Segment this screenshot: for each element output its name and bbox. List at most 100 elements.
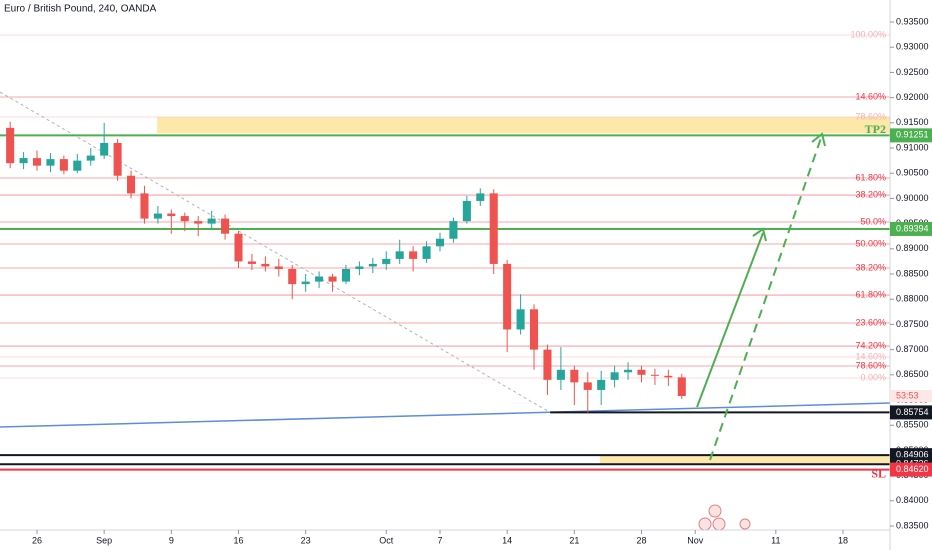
plot: 100.00% 14.60% 78.60% 61.80% 38.20% 50.0% 50.0… [0,29,891,480]
candle-body [234,233,243,262]
price-badge [890,221,932,236]
x-tick-label: 28 [636,535,646,545]
zone [599,455,890,465]
candle-body [449,221,458,239]
event-icons [698,504,751,531]
fib-label: 14.60% [855,91,886,101]
candle-body [556,369,565,380]
candle-body [32,158,42,166]
candle-body [543,349,552,380]
countdown-badge [890,389,932,402]
candle-body [489,193,498,264]
candle-body [19,158,28,164]
fib-label: 61.80% [855,172,886,182]
x-tick-label: 7 [437,535,442,545]
price-badge-label: 0.84620 [896,464,929,474]
fib-label: 78.60% [855,360,886,370]
y-tick-label: 0.88000 [896,294,929,304]
y-tick-label: 0.91500 [896,117,929,127]
x-tick-label: 16 [233,535,243,545]
line-tag: TP2 [865,122,886,136]
x-tick-label: Nov [687,535,704,545]
candle-body [274,266,283,269]
x-tick-label: 26 [32,535,42,545]
candle-body [677,377,686,396]
fib-label: 23.60% [855,317,886,327]
candle-body [409,251,418,259]
y-tick-label: 0.92000 [896,92,929,102]
fib-label: 50.0% [860,216,886,226]
chart-title: Euro / British Pound, 240, OANDA [4,4,157,15]
event-icon [708,504,722,518]
fib-label: 100.00% [850,29,886,39]
candle-body [624,369,633,373]
candle-body [301,281,310,285]
x-tick-label: 18 [838,535,848,545]
fib-label: 0.00% [860,372,886,382]
candle-body [341,268,350,282]
y-tick-label: 0.83500 [896,520,929,530]
candle-body [46,159,55,166]
candle-body [6,127,15,164]
candle-body [382,258,391,264]
y-tick-label: 0.90500 [896,168,929,178]
price-badge-label: 0.84906 [896,450,929,460]
event-icon [739,518,751,530]
candle-body [664,375,673,378]
price-badge-label: 0.91251 [896,130,929,140]
candle-body [315,276,324,282]
x-tick-label: Sep [96,535,112,545]
candle-body [247,261,256,264]
candle-body [221,218,230,234]
candle-body [516,309,525,330]
zone [157,117,890,134]
arrow-solid [696,232,764,408]
candle-body [570,369,579,383]
y-tick-label: 0.90000 [896,193,929,203]
candle-body [650,374,659,376]
y-tick-label: 0.84000 [896,495,929,505]
candle-body [637,369,646,375]
candle-body [476,193,485,201]
candle-body [127,175,136,194]
x-tick-label: 21 [569,535,579,545]
arrow-head [752,227,767,242]
candle-body [207,218,216,224]
y-tick-label: 0.89000 [896,243,929,253]
candle-body [288,268,297,285]
candle-body [610,372,619,380]
candle-body [503,263,512,330]
candle-body [59,159,68,171]
arrow-dashed [709,137,822,461]
x-tick-label: 11 [771,535,780,545]
candle-body [86,155,95,161]
candle-body [100,142,109,156]
x-tick-label: Oct [379,535,394,545]
fib-label: 74.20% [855,340,886,350]
candle-body [180,216,189,222]
x-tick-label: 23 [301,535,311,545]
candle-body [113,142,122,176]
candle-body [328,276,337,282]
y-tick-label: 0.87500 [896,319,929,329]
event-icon [698,517,712,531]
projection-arrows [696,132,826,461]
fib-label: 38.20% [855,262,886,272]
candle-body [140,193,149,219]
y-tick-label: 0.93000 [896,42,929,52]
candle-body [355,266,364,269]
y-tick-label: 0.93500 [896,16,929,26]
y-tick-label: 0.91000 [896,142,929,152]
price-badge [890,462,932,477]
fib-label: 61.80% [855,289,886,299]
event-icon [712,517,726,531]
candle-body [194,221,203,224]
candle-body [435,238,445,247]
candle-body [462,200,471,222]
candle-body [529,309,539,350]
y-tick-label: 0.92500 [896,67,929,77]
fib-label: 50.00% [855,238,886,248]
